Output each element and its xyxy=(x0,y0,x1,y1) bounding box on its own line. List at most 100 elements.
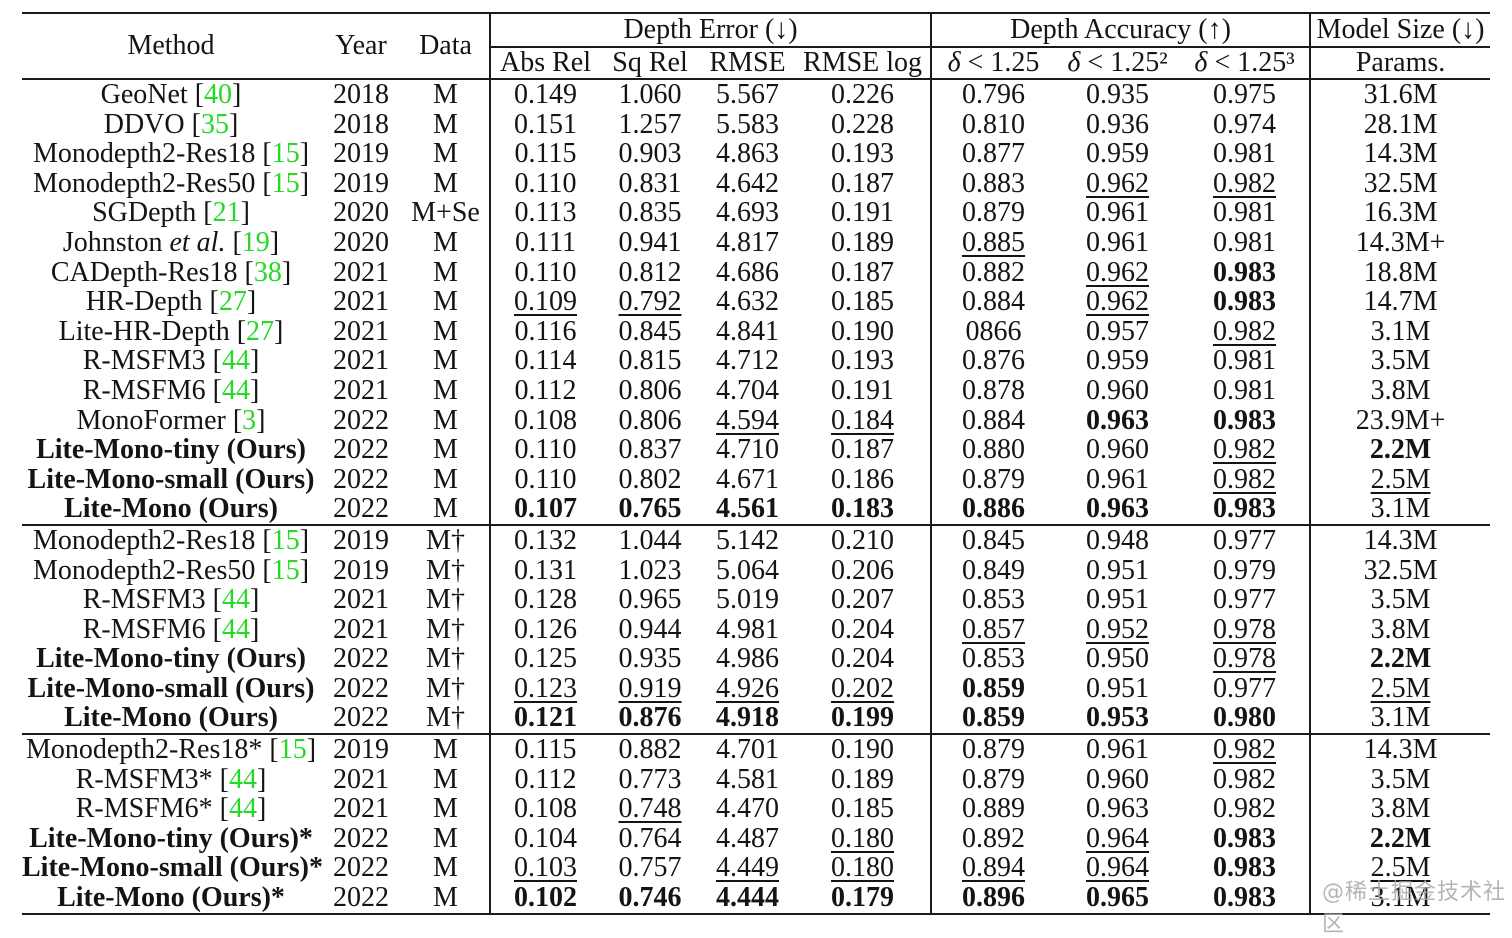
sq-rel-cell: 0.773 xyxy=(618,763,682,795)
data-cell: M† xyxy=(402,585,491,615)
rmse-cell: 4.918 xyxy=(716,702,779,734)
abs-rel-cell: 0.121 xyxy=(514,702,577,734)
group-header-depth-accuracy: Depth Accuracy (↑) xyxy=(931,13,1312,48)
delta1-cell: 0.879 xyxy=(962,763,1026,795)
delta1-cell: 0.884 xyxy=(962,404,1026,436)
table-row: Lite-Mono-tiny (Ours) 2022 M† 0.125 0.935 4.9… xyxy=(22,644,1490,674)
year-cell: 2019 xyxy=(320,523,402,556)
delta1-cell: 0.859 xyxy=(962,702,1026,734)
method-name: CADepth-Res18 [ xyxy=(50,256,254,288)
params-cell: 14.3M xyxy=(1310,733,1491,765)
delta1-cell: 0.879 xyxy=(962,463,1026,495)
reference-number: 19 xyxy=(241,226,270,258)
section-3: Monodepth2-Res18* [15] 2019 M 0.115 0.882 4.7… xyxy=(22,733,1491,914)
method-name: ] xyxy=(299,138,310,170)
method-name: [ xyxy=(232,226,242,258)
table-row: R-MSFM3 [44] 2021 M 0.114 0.815 4.712 0.193 0.8… xyxy=(22,346,1490,376)
year-cell: 2019 xyxy=(320,733,402,765)
method-name: ] xyxy=(232,79,242,110)
year-cell: 2021 xyxy=(333,315,389,347)
method-name: Monodepth2-Res18* [ xyxy=(25,734,279,766)
rmse-log-cell: 0.191 xyxy=(795,198,933,228)
column-header-delta3: δ < 1.25³ xyxy=(1180,47,1312,80)
sq-rel-cell: 0.812 xyxy=(618,256,682,288)
rmse-cell: 4.444 xyxy=(716,882,779,914)
delta2-cell: 0.935 xyxy=(1086,79,1150,110)
year-cell: 2019 xyxy=(333,167,389,199)
delta1-cell: 0.810 xyxy=(962,108,1026,140)
rmse-cell: 4.642 xyxy=(716,167,779,199)
abs-rel-cell: 0.123 xyxy=(514,672,577,704)
params-cell: 31.6M xyxy=(1363,79,1438,110)
delta1-cell: 0.859 xyxy=(962,672,1026,704)
delta1-cell: 0.894 xyxy=(962,852,1026,884)
sq-rel-cell: 1.044 xyxy=(600,523,700,556)
rmse-log-cell: 0.187 xyxy=(795,435,933,465)
data-cell: M xyxy=(402,139,491,169)
rmse-log-cell: 0.189 xyxy=(795,228,933,258)
reference-number: 44 xyxy=(228,793,257,825)
delta1-cell: 0.886 xyxy=(962,493,1026,525)
table-row: R-MSFM6* [44] 2021 M 0.108 0.748 4.470 0.185 0.… xyxy=(22,794,1490,824)
abs-rel-cell: 0.108 xyxy=(514,793,577,825)
sq-rel-cell: 0.815 xyxy=(618,345,682,377)
delta-threshold: < 1.25² xyxy=(1080,47,1168,78)
params-cell: 3.8M xyxy=(1370,374,1431,406)
year-cell: 2021 xyxy=(333,374,389,406)
method-name: Lite-Mono-tiny (Ours) xyxy=(36,643,306,675)
abs-rel-cell: 0.110 xyxy=(514,256,577,288)
year-cell: 2022 xyxy=(333,493,389,525)
delta1-cell: 0.889 xyxy=(962,793,1026,825)
sq-rel-cell: 0.903 xyxy=(618,138,682,170)
year-cell: 2022 xyxy=(333,463,389,495)
year-cell: 2020 xyxy=(333,197,389,229)
method-name: ] xyxy=(299,524,310,556)
data-cell: M xyxy=(402,794,491,824)
method-name: ] xyxy=(256,793,267,825)
delta3-cell: 0.982 xyxy=(1180,317,1312,347)
rmse-cell: 4.710 xyxy=(716,434,779,466)
delta3-cell: 0.983 xyxy=(1180,494,1312,525)
delta1-cell: 0.892 xyxy=(962,822,1026,854)
reference-number: 35 xyxy=(200,108,229,140)
rmse-cell: 5.583 xyxy=(716,108,779,140)
method-name: Lite-Mono-tiny (Ours) xyxy=(36,434,306,466)
rmse-cell: 4.817 xyxy=(716,226,779,258)
year-cell: 2019 xyxy=(333,138,389,170)
abs-rel-cell: 0.128 xyxy=(514,584,577,616)
delta3-cell: 0.983 xyxy=(1180,853,1312,884)
delta3-cell: 0.982 xyxy=(1180,733,1312,765)
table-row: CADepth-Res18 [38] 2021 M 0.110 0.812 4.686 0.… xyxy=(22,256,1490,288)
data-cell: M xyxy=(402,287,491,317)
year-cell: 2021 xyxy=(333,584,389,616)
table-row: R-MSFM3* [44] 2021 M 0.112 0.773 4.581 0.189 0.… xyxy=(22,763,1490,795)
data-cell: M xyxy=(402,169,491,199)
delta3-cell: 0.975 xyxy=(1180,79,1312,110)
year-cell: 2021 xyxy=(333,345,389,377)
method-name: ] xyxy=(274,315,284,347)
delta1-cell: 0.884 xyxy=(962,286,1026,318)
delta3-cell: 0.981 xyxy=(1180,346,1312,376)
delta2-cell: 0.961 xyxy=(1086,197,1150,229)
table-row: MonoFormer [3] 2022 M 0.108 0.806 4.594 0.184 0… xyxy=(22,404,1490,436)
rmse-log-cell: 0.180 xyxy=(795,824,933,854)
delta2-cell: 0.959 xyxy=(1086,345,1150,377)
method-name: ] xyxy=(249,374,260,406)
method-cell: MonoFormer [3] xyxy=(22,405,320,436)
sq-rel-cell: 0.965 xyxy=(618,584,682,616)
rmse-log-cell: 0.204 xyxy=(795,615,933,645)
method-name: R-MSFM3 [ xyxy=(82,345,222,377)
data-cell: M xyxy=(402,733,491,765)
rmse-log-cell: 0.184 xyxy=(795,405,933,436)
column-header-rmse: RMSE xyxy=(700,47,795,80)
table-row: HR-Depth [27] 2021 M 0.109 0.792 4.632 0.185 0.… xyxy=(22,287,1490,317)
delta3-cell: 0.983 xyxy=(1180,824,1312,854)
sq-rel-cell: 0.746 xyxy=(618,882,682,914)
delta3-cell: 0.982 xyxy=(1180,794,1312,824)
delta1-cell: 0.853 xyxy=(962,584,1026,616)
delta3-cell: 0.977 xyxy=(1180,523,1312,556)
data-cell: M xyxy=(402,435,491,465)
delta1-cell: 0.883 xyxy=(962,167,1026,199)
method-cell: R-MSFM3 [44] xyxy=(22,346,320,376)
